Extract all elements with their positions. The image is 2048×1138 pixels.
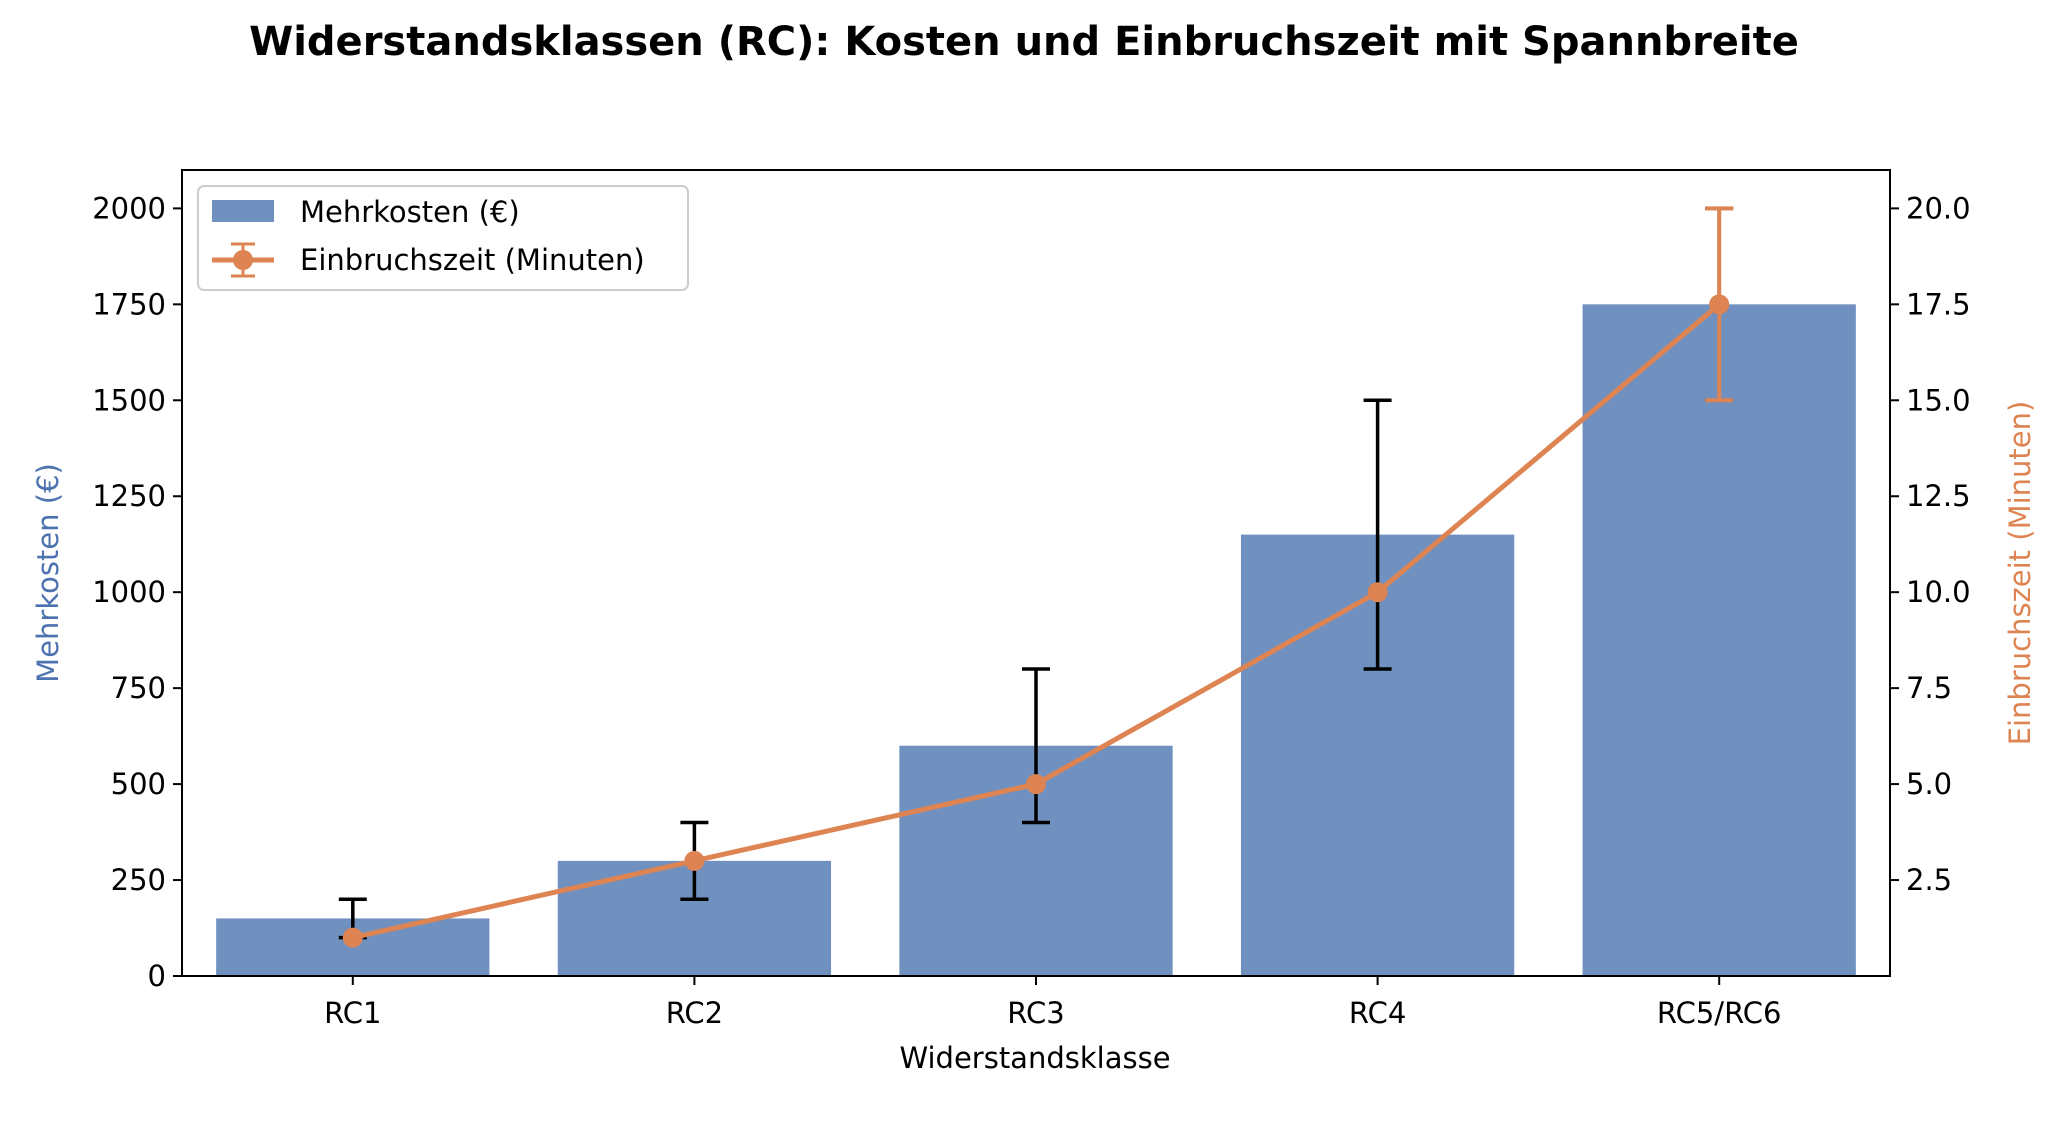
x-tick-label: RC3 <box>1007 996 1064 1030</box>
y2-tick-label: 2.5 <box>1906 863 1952 897</box>
line-point-rc4 <box>1367 582 1388 603</box>
y-axis-right: 2.5 5.0 7.5 10.0 12.5 15.0 17.5 20.0 <box>1890 191 1971 897</box>
legend-line-swatch <box>212 242 274 278</box>
line-point-rc3 <box>1026 774 1046 795</box>
x-axis-label: Widerstandsklasse <box>899 1041 1170 1075</box>
y-tick-label: 2000 <box>92 191 166 225</box>
line-point-rc5-rc6 <box>1709 294 1730 315</box>
y-tick-label: 750 <box>111 671 166 705</box>
bars-layer <box>216 304 1856 976</box>
y-tick-label: 500 <box>111 767 166 801</box>
bar-error-rc4 <box>1363 398 1392 671</box>
line-layer <box>342 206 1734 948</box>
x-tick-label: RC5/RC6 <box>1657 996 1782 1030</box>
y-axis-left: 0 250 500 750 1000 1250 1500 1750 2000 <box>92 191 182 993</box>
legend-bar-swatch <box>212 200 274 222</box>
legend-bar-label: Mehrkosten (€) <box>300 195 520 229</box>
y-tick-label: 1750 <box>92 287 166 321</box>
line-point-rc2 <box>684 850 705 871</box>
bar-error-rc3 <box>1022 667 1050 825</box>
legend-line-label: Einbruchszeit (Minuten) <box>300 243 645 277</box>
y-axis-label: Mehrkosten (€) <box>31 463 65 683</box>
chart-title: Widerstandsklassen (RC): Kosten und Einb… <box>249 19 1799 65</box>
y2-tick-label: 15.0 <box>1906 383 1971 417</box>
legend: Mehrkosten (€) Einbruchszeit (Minuten) <box>197 185 689 291</box>
y2-tick-label: 5.0 <box>1906 767 1952 801</box>
x-tick-label: RC4 <box>1349 996 1406 1030</box>
line-point-rc1 <box>342 927 363 948</box>
x-tick-label: RC2 <box>666 996 723 1030</box>
y-tick-label: 0 <box>148 959 166 993</box>
y-tick-label: 1000 <box>92 575 166 609</box>
y-tick-label: 1250 <box>92 479 166 513</box>
y-tick-label: 1500 <box>92 383 166 417</box>
y2-tick-label: 20.0 <box>1906 191 1971 225</box>
y2-axis-label: Einbruchszeit (Minuten) <box>2003 401 2037 746</box>
y-tick-label: 250 <box>111 863 166 897</box>
y2-tick-label: 10.0 <box>1906 575 1971 609</box>
y2-tick-label: 17.5 <box>1906 287 1971 321</box>
x-tick-label: RC1 <box>324 996 381 1030</box>
bar-rc5-rc6 <box>1582 304 1856 976</box>
y2-tick-label: 12.5 <box>1906 479 1971 513</box>
y2-tick-label: 7.5 <box>1906 671 1952 705</box>
legend-box <box>197 185 689 291</box>
x-axis: RC1 RC2 RC3 RC4 RC5/RC6 <box>324 976 1781 1030</box>
